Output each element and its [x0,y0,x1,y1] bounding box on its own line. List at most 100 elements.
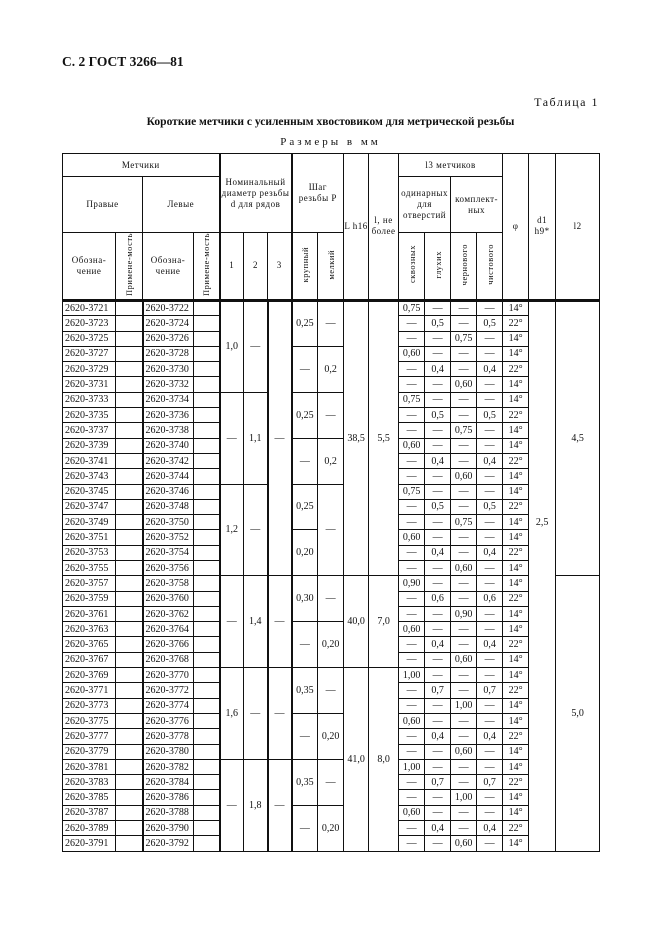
l3-finish: — [476,789,504,806]
pitch-coarse: — [290,804,319,852]
l3-rough: 1,00 [450,697,478,714]
right-designation: 2620-3755 [62,559,116,577]
table-row: 2620-3787 2620-3788—0,20 0,60— — —14° [62,804,600,852]
l3-blind: 0,6 [424,590,452,607]
header-set: комплект-ных [450,176,504,233]
l3-through: — [398,651,426,669]
table-row: 2620-3741 2620-3742—0,4—0,4 22° [62,452,600,470]
phi-angle: 14° [502,575,530,592]
right-applicability [115,835,143,852]
pitch-fine: 0,20 [317,621,345,669]
l3-through: — [398,728,426,745]
left-applicability [192,712,221,730]
l3-through: — [398,315,426,332]
diameter-row-1: — [218,575,245,669]
right-applicability [115,514,143,531]
left-applicability [192,299,221,317]
l3-through: 0,90 [398,575,426,592]
left-applicability [192,651,221,669]
header-row-3: 3 [267,232,293,301]
table-row: 2620-3727 2620-3728—0,2 0,60— — —14° [62,345,600,393]
left-applicability [192,498,221,516]
l3-finish: — [476,529,504,546]
left-applicability [192,590,221,607]
right-applicability [115,422,143,439]
header-single: одинарных для отверстий [398,176,452,233]
l3-through: 0,75 [398,483,426,500]
l3-blind: 0,5 [424,407,452,424]
l3-through: — [398,774,426,791]
length-l: 7,0 [368,575,400,669]
l3-blind: — [424,345,452,363]
l3-blind: — [424,391,452,409]
right-designation: 2620-3757 [62,575,116,592]
left-designation: 2620-3782 [141,758,194,776]
l3-rough: — [450,544,478,562]
left-applicability [192,391,221,409]
pitch-fine: — [317,483,345,577]
phi-angle: 14° [502,437,530,454]
units-label: Размеры в мм [280,136,381,148]
right-applicability [115,789,143,806]
right-applicability [115,651,143,669]
table-row: 2620-3733 2620-3734—1,1 0,25—0,75— — —14° [62,391,600,485]
l3-finish: — [476,621,504,638]
left-applicability [192,452,221,470]
phi-angle: 22° [502,452,530,470]
phi-angle: 22° [502,728,530,745]
right-applicability [115,529,143,546]
right-applicability [115,483,143,500]
pitch-coarse: 0,25 [290,391,319,439]
l3-through: — [398,514,426,531]
right-applicability [115,345,143,363]
l3-finish: 0,4 [476,728,504,745]
table-row: 2620-3771 2620-3772—0,7—0,7 22° [62,682,600,699]
l3-rough: — [450,758,478,776]
left-applicability [192,804,221,822]
table-body: 2620-3721 2620-3722 1,0— —0,25—38,5 5,5 0,75—… [62,299,601,852]
right-designation: 2620-3771 [62,682,116,699]
l3-finish: 0,5 [476,407,504,424]
diameter-row-1: — [218,758,245,852]
l3-rough: — [450,621,478,638]
l3-finish: 0,5 [476,315,504,332]
l3-blind: — [424,651,452,669]
right-applicability [115,315,143,332]
left-applicability [192,728,221,745]
left-designation: 2620-3792 [141,835,194,852]
l3-finish: — [476,743,504,760]
length-l: 8,0 [368,667,400,852]
right-applicability [115,804,143,822]
diameter-row-2: 1,8 [243,758,269,852]
l3-finish: — [476,330,504,347]
l3-through: — [398,559,426,577]
header-d1: d1 h9* [528,153,557,301]
phi-angle: 14° [502,789,530,806]
left-designation: 2620-3770 [141,667,194,684]
l3-blind: — [424,712,452,730]
phi-angle: 22° [502,544,530,562]
left-designation: 2620-3788 [141,804,194,822]
left-applicability [192,682,221,699]
l3-rough: — [450,590,478,607]
l3-blind: 0,7 [424,682,452,699]
table-row: 2620-3779 2620-3780— —0,60—14° [62,743,600,760]
l3-blind: — [424,743,452,760]
left-applicability [192,758,221,776]
left-designation: 2620-3734 [141,391,194,409]
left-applicability [192,575,221,592]
l3-rough: — [450,728,478,745]
left-designation: 2620-3768 [141,651,194,669]
right-designation: 2620-3733 [62,391,116,409]
l3-through: — [398,330,426,347]
left-designation: 2620-3752 [141,529,194,546]
diameter-row-3: — [266,758,293,852]
header-row-1: 1 [218,232,245,301]
l3-blind: — [424,697,452,714]
l3-finish: — [476,605,504,623]
left-applicability [192,743,221,760]
left-applicability [192,544,221,562]
l3-blind: — [424,514,452,531]
phi-angle: 14° [502,667,530,684]
l3-through: — [398,407,426,424]
